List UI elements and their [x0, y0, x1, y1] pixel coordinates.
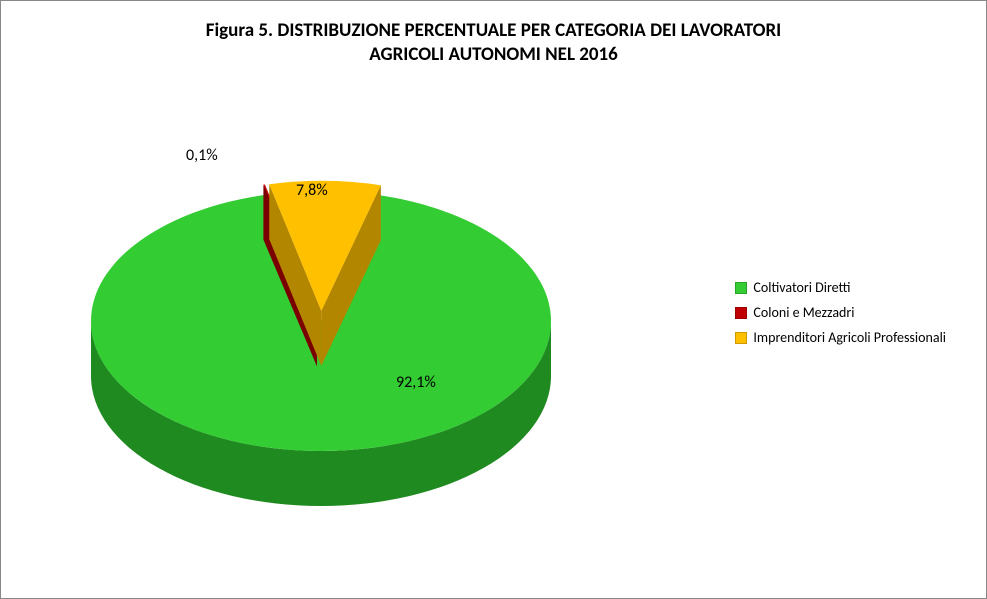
- legend-label: Imprenditori Agricoli Professionali: [753, 329, 946, 346]
- slice-label-coltivatori: 92,1%: [396, 373, 436, 392]
- title-line-2: AGRICOLI AUTONOMI NEL 2016: [1, 43, 986, 67]
- legend-item: Imprenditori Agricoli Professionali: [735, 329, 946, 346]
- legend-label: Coltivatori Diretti: [753, 279, 850, 296]
- legend-label: Coloni e Mezzadri: [753, 304, 854, 321]
- slice-label-coloni: 0,1%: [186, 146, 218, 165]
- chart-title: Figura 5. DISTRIBUZIONE PERCENTUALE PER …: [1, 19, 986, 67]
- slice-label-imprenditori: 7,8%: [296, 181, 328, 200]
- legend-item: Coltivatori Diretti: [735, 279, 946, 296]
- legend-swatch: [735, 282, 747, 294]
- legend-item: Coloni e Mezzadri: [735, 304, 946, 321]
- legend-swatch: [735, 307, 747, 319]
- legend-swatch: [735, 332, 747, 344]
- figure-container: Figura 5. DISTRIBUZIONE PERCENTUALE PER …: [0, 0, 987, 599]
- title-line-1: Figura 5. DISTRIBUZIONE PERCENTUALE PER …: [1, 19, 986, 43]
- legend: Coltivatori Diretti Coloni e Mezzadri Im…: [735, 271, 946, 354]
